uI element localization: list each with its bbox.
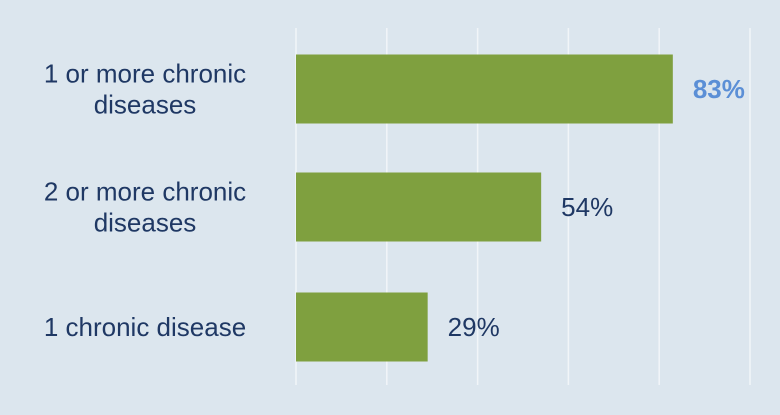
value-labels: 83% 54% 29% <box>448 74 745 342</box>
bars <box>296 54 673 362</box>
category-label: 1 chronic disease <box>44 312 246 342</box>
category-labels: 1 or more chronic diseases 2 or more chron… <box>44 59 246 343</box>
value-label: 83% <box>693 74 745 104</box>
bar <box>296 172 542 242</box>
bar <box>296 292 428 362</box>
value-label: 29% <box>448 312 500 342</box>
category-label: 1 or more chronic diseases <box>44 59 246 120</box>
value-label: 54% <box>561 192 613 222</box>
bar <box>296 54 673 124</box>
category-label: 2 or more chronic diseases <box>44 177 246 238</box>
